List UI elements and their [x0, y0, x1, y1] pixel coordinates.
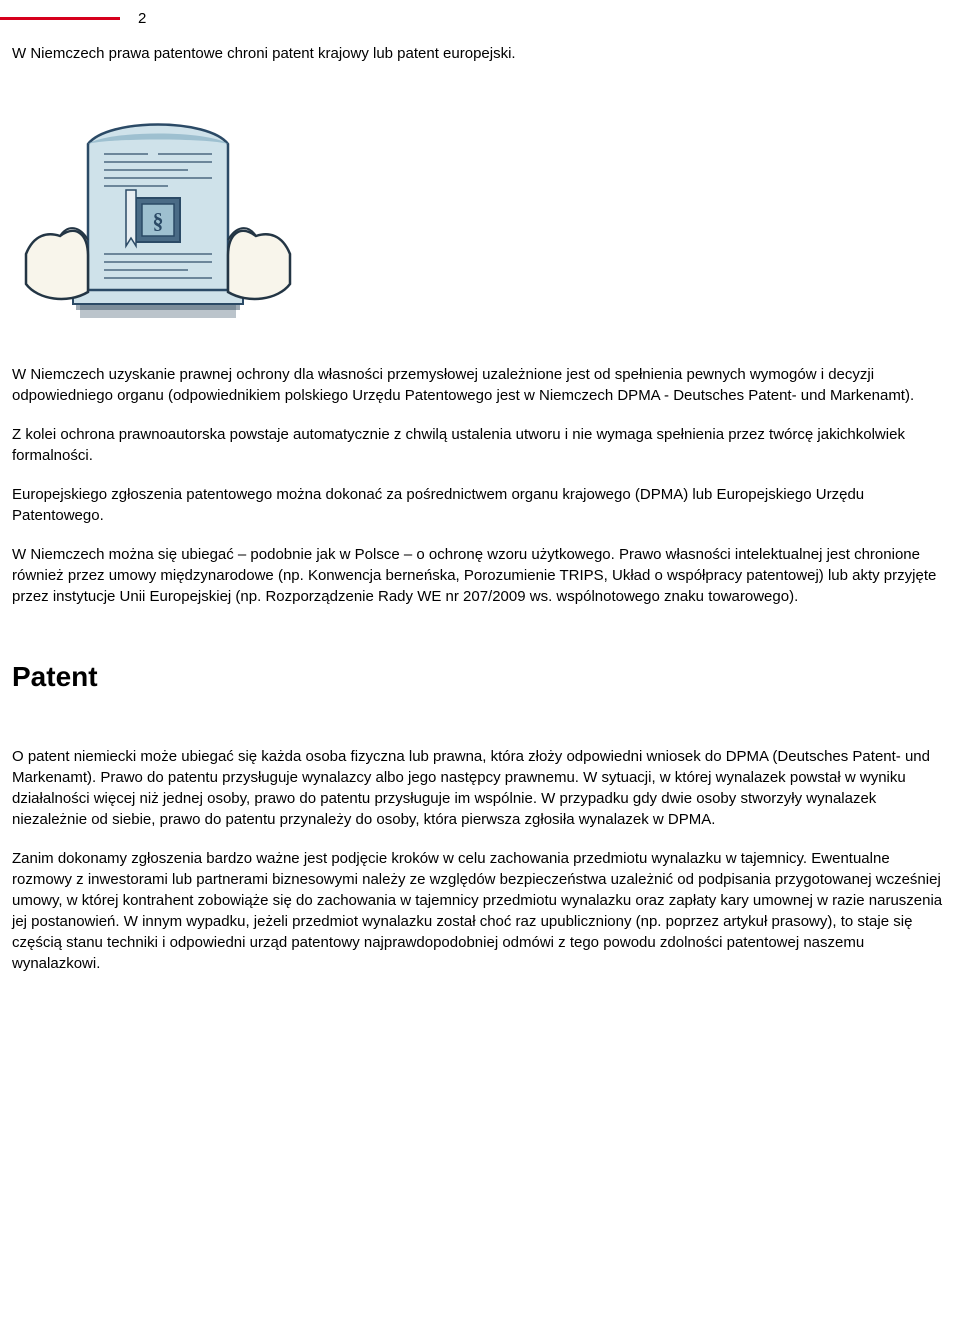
- document-body: W Niemczech prawa patentowe chroni paten…: [0, 43, 960, 974]
- paragraph: Zanim dokonamy zgłoszenia bardzo ważne j…: [12, 848, 948, 974]
- svg-text:§: §: [153, 208, 164, 233]
- intro-paragraph: W Niemczech prawa patentowe chroni paten…: [12, 43, 948, 64]
- hands-holding-paper-icon: §: [18, 104, 298, 334]
- section-heading-patent: Patent: [12, 657, 948, 696]
- paragraph: W Niemczech można się ubiegać – podobnie…: [12, 544, 948, 607]
- page-header: 2: [0, 8, 960, 29]
- header-accent-line: [0, 17, 120, 20]
- paragraph: W Niemczech uzyskanie prawnej ochrony dl…: [12, 364, 948, 406]
- patent-document-illustration: §: [18, 104, 948, 334]
- paragraph: Europejskiego zgłoszenia patentowego moż…: [12, 484, 948, 526]
- page-number: 2: [138, 8, 146, 29]
- paragraph: O patent niemiecki może ubiegać się każd…: [12, 746, 948, 830]
- paragraph: Z kolei ochrona prawnoautorska powstaje …: [12, 424, 948, 466]
